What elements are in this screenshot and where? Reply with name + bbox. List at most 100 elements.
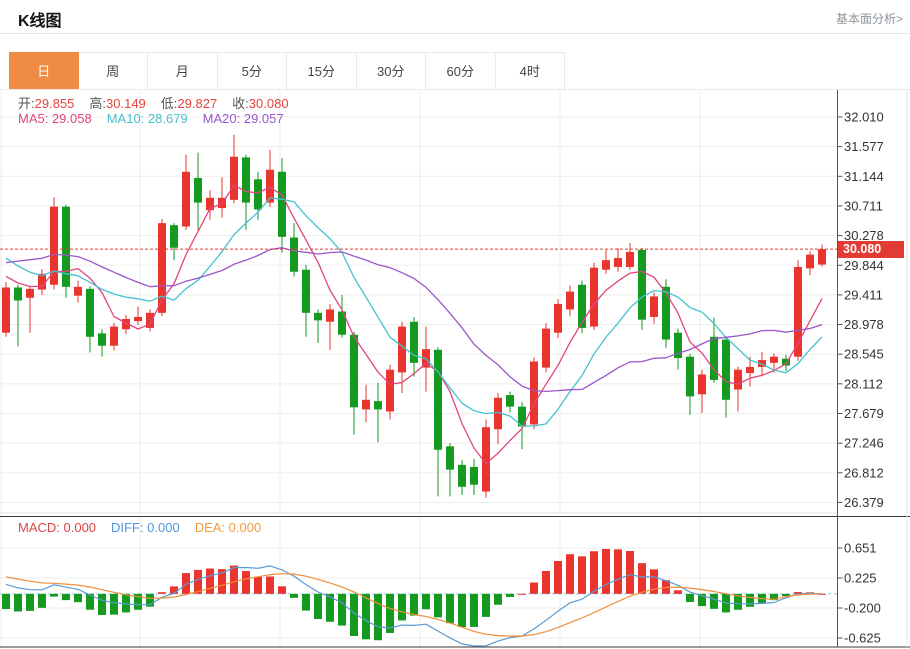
candle-body (746, 366, 754, 374)
tab-日[interactable]: 日 (9, 52, 79, 90)
tab-15分[interactable]: 15分 (287, 52, 357, 90)
fundamental-analysis-link[interactable]: 基本面分析> (835, 12, 903, 26)
macd-bar (566, 554, 574, 594)
grid-layer (0, 90, 838, 647)
candle-body (806, 254, 814, 269)
candle-body (266, 169, 274, 203)
candle-body (566, 291, 574, 310)
macd-bar (182, 573, 190, 594)
macd-bar (710, 593, 718, 609)
candle-body (638, 249, 646, 320)
macd-bar (422, 593, 430, 610)
macd-bar (458, 593, 466, 628)
macd-bar (50, 593, 58, 597)
candle-body (170, 225, 178, 248)
candle-body (782, 358, 790, 366)
candle-body (50, 206, 58, 285)
candle-body (626, 251, 634, 267)
macd-bar (794, 592, 802, 594)
axis-tick-label: 31.144 (844, 169, 884, 184)
macd-bar (686, 593, 694, 603)
candle-body (374, 401, 382, 410)
candle-body (338, 311, 346, 335)
macd-bar (470, 593, 478, 627)
axis-tick-label: 26.812 (844, 465, 884, 480)
candle-body (2, 287, 10, 333)
macd-bar (602, 548, 610, 594)
candle-body (278, 171, 286, 237)
candle-body (254, 179, 262, 210)
macd-bar (614, 549, 622, 594)
axis-layer: 32.010 31.577 31.144 30.711 30.278 29.844 29.4… (0, 90, 910, 648)
candle-body (26, 288, 34, 298)
page-title: K线图 (18, 13, 62, 30)
axis-tick-label: 30.711 (844, 198, 883, 213)
candle-body (818, 249, 826, 265)
ma-line (5, 184, 823, 465)
kline-chart[interactable]: 32.010 31.577 31.144 30.711 30.278 29.844 29.4… (0, 90, 910, 649)
macd-bar (554, 560, 562, 594)
candle-body (362, 399, 370, 410)
macd-bar (386, 593, 394, 633)
candle-body (86, 288, 94, 337)
macd-bar (146, 593, 154, 607)
candle-body (38, 273, 46, 290)
macd-bar (62, 593, 70, 601)
candle-body (458, 464, 466, 487)
axis-tick-label: -0.200 (844, 601, 881, 616)
macd-bar (542, 570, 550, 594)
axis-tick-label: 29.411 (844, 287, 883, 302)
candle-body (650, 296, 658, 317)
macd-bar (590, 551, 598, 594)
candle-body (482, 427, 490, 492)
tab-4时[interactable]: 4时 (495, 52, 565, 90)
macd-bar (134, 593, 142, 610)
period-tabs: 日周月 5分 15分 30分 60分 4时 (9, 52, 565, 90)
macd-bar (218, 569, 226, 594)
ma-line (5, 197, 823, 427)
macd-bar (86, 593, 94, 610)
tab-月[interactable]: 月 (148, 52, 218, 90)
tab-30分[interactable]: 30分 (356, 52, 426, 90)
macd-bar (494, 593, 502, 605)
macd-bar (782, 593, 790, 597)
macd-bar (170, 586, 178, 594)
macd-bar (482, 593, 490, 617)
macd-bar (638, 563, 646, 594)
macd-bar (38, 593, 46, 608)
candle-body (770, 356, 778, 363)
candle-body (350, 334, 358, 408)
macd-bar (398, 593, 406, 621)
candle-body (710, 336, 718, 380)
macd-bar (158, 592, 166, 594)
macd-signal-line (5, 565, 823, 647)
macd-bar (302, 593, 310, 611)
candle-body (734, 369, 742, 390)
axis-tick-label: 28.978 (844, 317, 884, 332)
macd-bar (278, 586, 286, 594)
axis-tick-label: 31.577 (844, 139, 884, 154)
axis-tick-label: 30.278 (844, 228, 884, 243)
axis-tick-label: 26.379 (844, 495, 884, 510)
macd-bar (578, 556, 586, 594)
candle-body (98, 333, 106, 346)
candle-body (146, 312, 154, 328)
axis-tick-label: 28.545 (844, 347, 884, 362)
tab-60分[interactable]: 60分 (426, 52, 496, 90)
macd-bar (194, 569, 202, 594)
candle-body (698, 374, 706, 395)
candle-body (74, 286, 82, 296)
tab-5分[interactable]: 5分 (217, 52, 287, 90)
candle-body (662, 286, 670, 340)
tab-周[interactable]: 周 (78, 52, 148, 90)
macd-signal-line (5, 573, 823, 637)
axis-tick-label: 0.651 (844, 541, 877, 556)
candle-body (578, 284, 586, 328)
candle-body (62, 206, 70, 287)
macd-bar (506, 593, 514, 597)
candle-body (242, 157, 250, 203)
candle-body (470, 466, 478, 485)
macd-bar (434, 593, 442, 618)
axis-tick-label: 32.010 (844, 110, 884, 125)
axis-tick-label: 27.679 (844, 406, 884, 421)
